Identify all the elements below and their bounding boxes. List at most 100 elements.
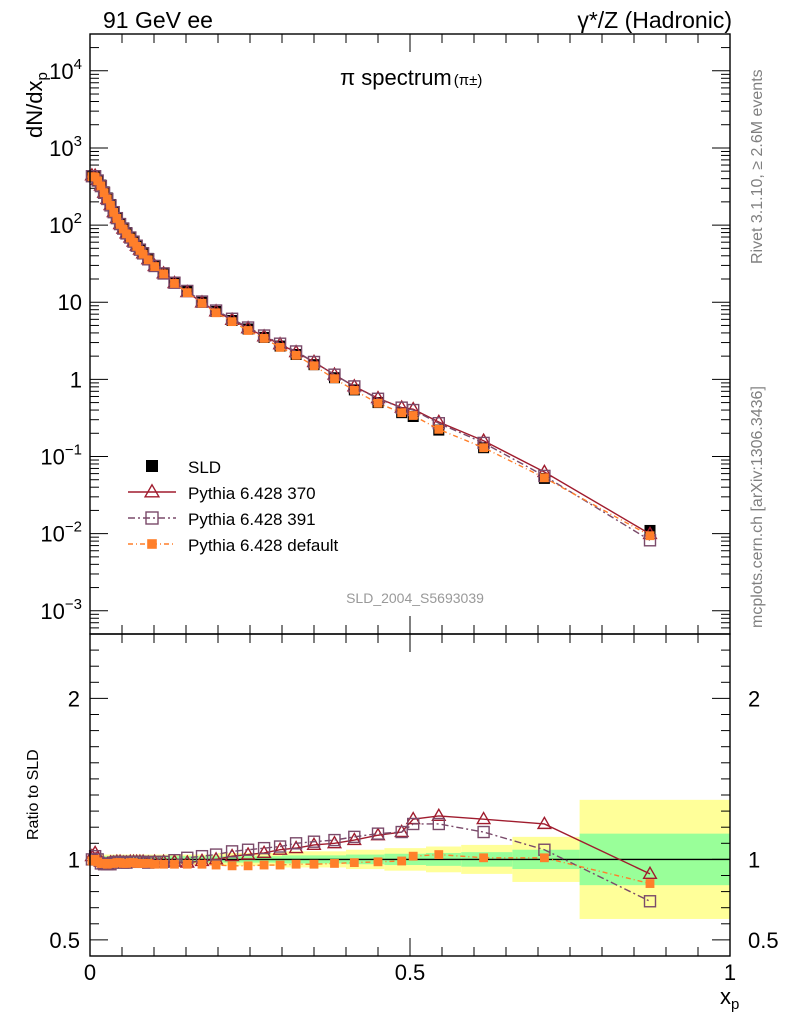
data-point xyxy=(148,259,161,273)
data-point xyxy=(225,845,239,858)
data-point xyxy=(476,811,492,825)
data-point xyxy=(197,859,207,869)
data-point xyxy=(397,408,407,418)
data-point xyxy=(275,342,285,352)
data-point xyxy=(307,835,321,848)
data-point xyxy=(197,298,207,308)
data-point xyxy=(408,851,418,861)
data-point xyxy=(348,830,361,844)
y-tick-label-exponent: 4 xyxy=(74,56,82,73)
data-point xyxy=(138,859,148,868)
data-point xyxy=(645,879,655,888)
data-point xyxy=(159,269,168,279)
main-title: π spectrum (π±) xyxy=(340,65,482,90)
series-line xyxy=(91,175,651,541)
data-point xyxy=(99,188,109,198)
data-point xyxy=(291,350,301,360)
y-tick-label-base: 10 xyxy=(49,213,73,238)
data-point xyxy=(408,411,418,420)
series-pythia-6-428-default xyxy=(87,850,655,888)
data-point xyxy=(243,861,253,871)
x-tick-label: 0 xyxy=(84,960,96,985)
y-tick-label: 104 xyxy=(49,56,82,84)
data-point xyxy=(326,835,343,849)
ratio-panel: 0.5 0.51 12 20 0.5 1 Ratio to SLD xp xyxy=(25,633,779,1013)
y-tick-label-base: 10 xyxy=(49,136,73,161)
legend-label: SLD xyxy=(188,458,221,477)
y-tick-label: 10−1 xyxy=(40,442,82,470)
data-point xyxy=(150,859,160,869)
data-point xyxy=(373,857,383,867)
y-tick-label: 2 xyxy=(68,686,80,711)
y-tick-label: 102 xyxy=(49,210,82,238)
data-point xyxy=(109,208,119,217)
series-sld xyxy=(86,170,656,536)
data-point xyxy=(644,524,656,536)
legend: SLD Pythia 6.428 370 Pythia 6.428 391 Pythi… xyxy=(128,458,339,555)
data-point xyxy=(182,859,192,869)
legend-label: Pythia 6.428 370 xyxy=(188,484,316,503)
data-point xyxy=(309,859,319,869)
y-tick-label-base: 1 xyxy=(70,367,82,392)
legend-label: Pythia 6.428 391 xyxy=(188,510,316,529)
data-point xyxy=(306,836,322,851)
data-point xyxy=(211,860,221,870)
data-point xyxy=(112,214,122,223)
data-point xyxy=(159,859,168,869)
data-point xyxy=(288,840,304,854)
data-point xyxy=(259,860,269,870)
side-label-top: Rivet 3.1.10, ≥ 2.6M events xyxy=(749,69,766,264)
data-point xyxy=(434,850,444,859)
data-point xyxy=(540,853,549,863)
main-plot-frame xyxy=(89,33,731,635)
y-tick-label: 10 xyxy=(58,290,82,315)
data-point xyxy=(227,317,237,327)
data-point xyxy=(168,276,181,289)
ratio-xlabel: xp xyxy=(720,984,739,1013)
legend-label: Pythia 6.428 default xyxy=(188,536,339,555)
data-point xyxy=(143,859,153,868)
y-tick-label-base: 10 xyxy=(49,59,73,84)
y-tick-label-base: 10 xyxy=(40,522,64,547)
y-tick-label-exponent: −2 xyxy=(65,519,82,536)
y-tick-label: 1 xyxy=(70,367,82,392)
main-ylabel-text: dN/dx xyxy=(22,81,47,138)
y-tick-label: 10−2 xyxy=(40,519,82,547)
data-point xyxy=(256,844,272,859)
data-point xyxy=(395,825,408,839)
main-series-layer xyxy=(84,167,658,547)
data-point xyxy=(272,841,288,855)
data-point xyxy=(645,531,655,541)
data-point xyxy=(257,841,271,855)
watermark: SLD_2004_S5693039 xyxy=(346,590,484,606)
y-tick-label-exponent: 2 xyxy=(74,210,82,227)
data-point xyxy=(407,817,420,831)
header-left: 91 GeV ee xyxy=(103,7,213,33)
data-point xyxy=(273,840,287,853)
y-tick-label-right: 1 xyxy=(748,847,760,872)
data-point xyxy=(349,385,359,395)
data-point xyxy=(118,224,128,234)
y-tick-label: 103 xyxy=(49,133,82,161)
x-tick-label: 1 xyxy=(724,960,736,985)
data-point xyxy=(240,846,256,860)
data-point xyxy=(397,856,407,866)
data-point xyxy=(102,194,112,204)
data-point xyxy=(309,361,319,371)
data-point xyxy=(373,398,383,408)
y-tick-label-base: 10 xyxy=(40,445,64,470)
main-ylabel: dN/dxp xyxy=(22,72,51,138)
main-ylabel-sub: p xyxy=(34,72,51,80)
data-point xyxy=(477,825,490,839)
series-pythia-6-428-default xyxy=(87,172,655,541)
data-point xyxy=(275,860,285,870)
data-point xyxy=(431,807,447,822)
data-point xyxy=(642,865,658,879)
y-tick-label: 0.5 xyxy=(49,928,80,953)
data-point xyxy=(540,473,549,483)
ratio-series-layer xyxy=(84,807,658,908)
y-tick-label: 10−3 xyxy=(40,596,82,624)
data-point xyxy=(145,511,159,525)
y-tick-label-exponent: −3 xyxy=(65,596,82,613)
